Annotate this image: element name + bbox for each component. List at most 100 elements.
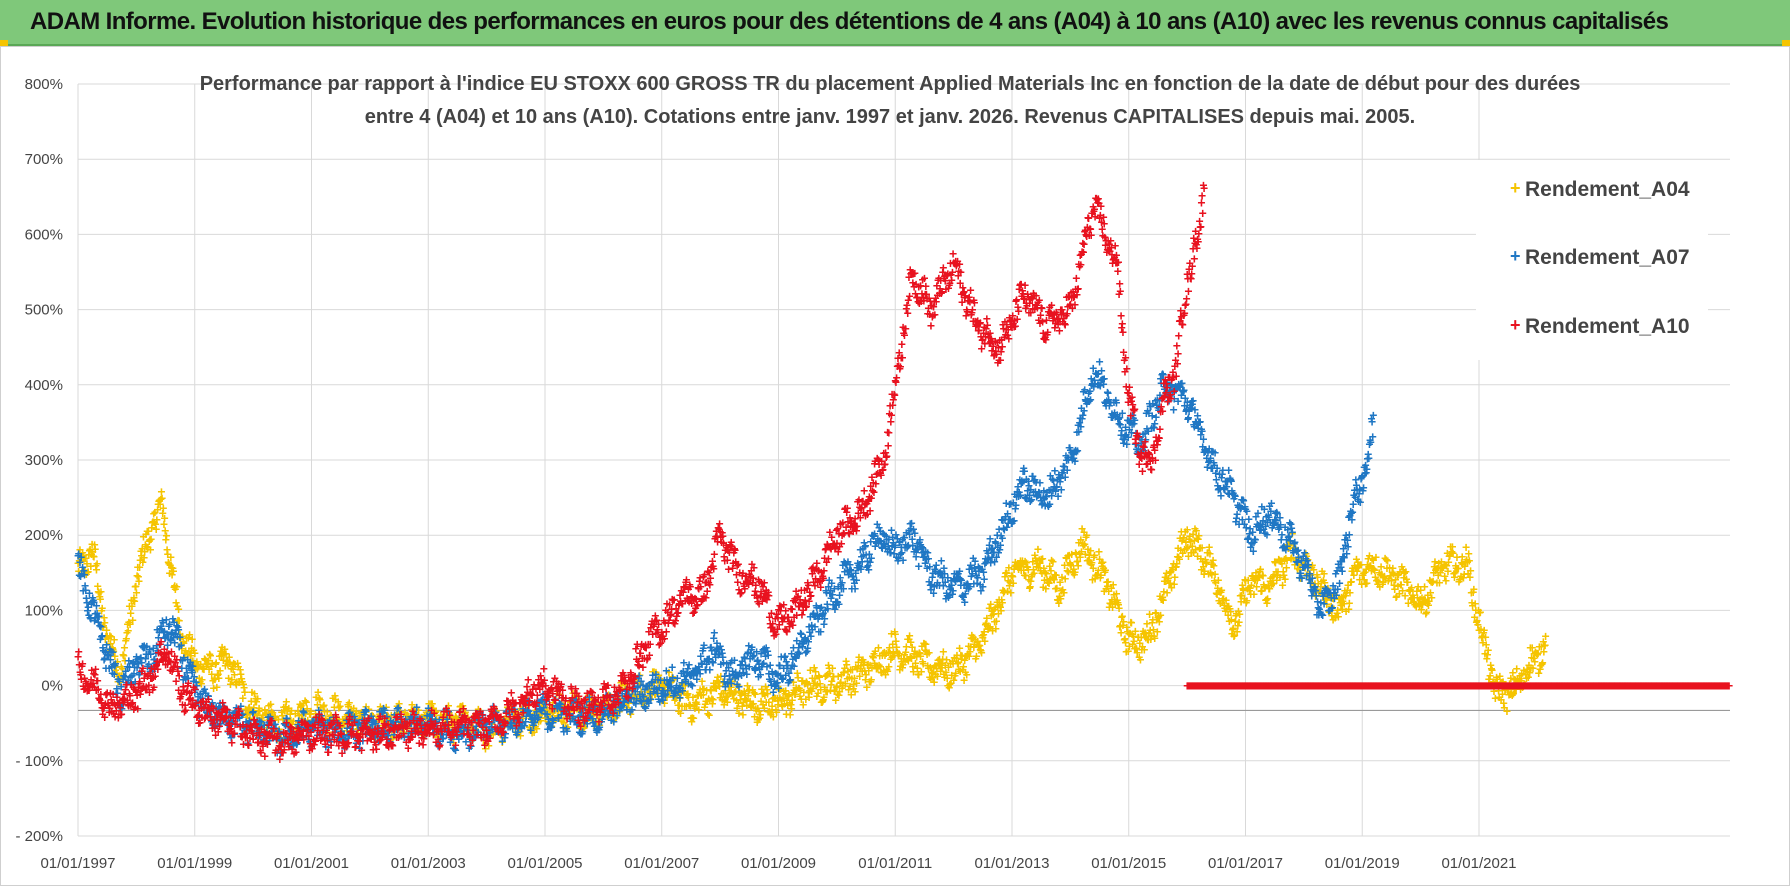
data-point: + xyxy=(235,674,243,690)
data-point: + xyxy=(113,665,121,681)
data-point: + xyxy=(451,708,459,724)
data-point: + xyxy=(592,720,600,736)
header-corner-right xyxy=(1782,40,1790,46)
data-point: + xyxy=(695,701,703,717)
data-point: + xyxy=(741,686,749,702)
data-point: + xyxy=(447,711,455,727)
data-point: + xyxy=(114,674,122,690)
data-point: + xyxy=(642,691,650,707)
data-point: + xyxy=(822,684,830,700)
data-point: + xyxy=(778,696,786,712)
data-point: + xyxy=(911,643,919,659)
data-point: + xyxy=(906,649,914,665)
data-point: + xyxy=(595,710,603,726)
data-point: + xyxy=(1030,565,1038,581)
data-point: + xyxy=(721,693,729,709)
data-point: + xyxy=(254,703,262,719)
page-title: ADAM Informe. Evolution historique des p… xyxy=(30,8,1669,36)
data-point: + xyxy=(512,709,520,725)
data-point: + xyxy=(677,705,685,721)
data-point: + xyxy=(666,675,674,691)
data-point: + xyxy=(110,631,118,647)
data-point: + xyxy=(245,700,253,716)
data-point: + xyxy=(714,669,722,685)
data-point: + xyxy=(560,715,568,731)
data-point: + xyxy=(322,718,330,734)
data-point: + xyxy=(1032,553,1040,569)
data-point: + xyxy=(1070,561,1078,577)
data-point: + xyxy=(348,703,356,719)
data-point: + xyxy=(669,672,677,688)
data-point: + xyxy=(870,655,878,671)
data-point: + xyxy=(876,647,884,663)
data-point: + xyxy=(1036,555,1044,571)
data-point: + xyxy=(490,704,498,720)
data-point: + xyxy=(383,713,391,729)
data-point: + xyxy=(592,713,600,729)
data-point: + xyxy=(832,692,840,708)
data-point: + xyxy=(564,719,572,735)
data-point: + xyxy=(828,673,836,689)
data-point: + xyxy=(858,663,866,679)
data-point: + xyxy=(698,673,706,689)
data-point: + xyxy=(987,596,995,612)
data-point: + xyxy=(533,708,541,724)
data-point: + xyxy=(600,697,608,713)
data-point: + xyxy=(776,681,784,697)
data-point: + xyxy=(193,660,201,676)
data-point: + xyxy=(248,684,256,700)
data-point: + xyxy=(585,696,593,712)
data-point: + xyxy=(1020,562,1028,578)
data-point: + xyxy=(545,716,553,732)
data-point: + xyxy=(212,656,220,672)
data-point: + xyxy=(88,536,96,552)
data-point: + xyxy=(714,673,722,689)
data-point: + xyxy=(593,722,601,738)
data-point: + xyxy=(131,579,139,595)
data-point: + xyxy=(983,610,991,626)
data-point: + xyxy=(890,647,898,663)
data-point: + xyxy=(331,692,339,708)
data-point: + xyxy=(315,707,323,723)
data-point: + xyxy=(749,696,757,712)
data-point: + xyxy=(981,633,989,649)
data-point: + xyxy=(1035,551,1043,567)
data-point: + xyxy=(990,613,998,629)
data-point: + xyxy=(97,584,105,600)
data-point: + xyxy=(459,697,467,713)
data-point: + xyxy=(404,728,412,744)
data-point: + xyxy=(743,697,751,713)
data-point: + xyxy=(967,630,975,646)
data-point: + xyxy=(443,713,451,729)
data-point: + xyxy=(816,675,824,691)
data-point: + xyxy=(529,712,537,728)
data-point: + xyxy=(824,666,832,682)
data-point: + xyxy=(638,695,646,711)
data-point: + xyxy=(1365,450,1373,466)
data-point: + xyxy=(928,665,936,681)
data-point: + xyxy=(135,573,143,589)
data-point: + xyxy=(190,656,198,672)
data-point: + xyxy=(346,707,354,723)
data-point: + xyxy=(243,709,251,725)
data-point: + xyxy=(1083,527,1091,543)
y-tick-label: - 100% xyxy=(15,753,63,770)
data-point: + xyxy=(847,687,855,703)
data-point: + xyxy=(180,635,188,651)
data-point: + xyxy=(185,644,193,660)
data-point: + xyxy=(867,674,875,690)
data-point: + xyxy=(704,706,712,722)
data-point: + xyxy=(258,710,266,726)
data-point: + xyxy=(598,706,606,722)
data-point: + xyxy=(245,699,253,715)
data-point: + xyxy=(1022,555,1030,571)
data-point: + xyxy=(882,667,890,683)
data-point: + xyxy=(1484,642,1492,658)
data-point: + xyxy=(1062,549,1070,565)
data-point: + xyxy=(621,680,629,696)
data-point: + xyxy=(450,734,458,750)
data-point: + xyxy=(427,711,435,727)
data-point: + xyxy=(994,605,1002,621)
data-point: + xyxy=(1015,555,1023,571)
data-point: + xyxy=(728,673,736,689)
